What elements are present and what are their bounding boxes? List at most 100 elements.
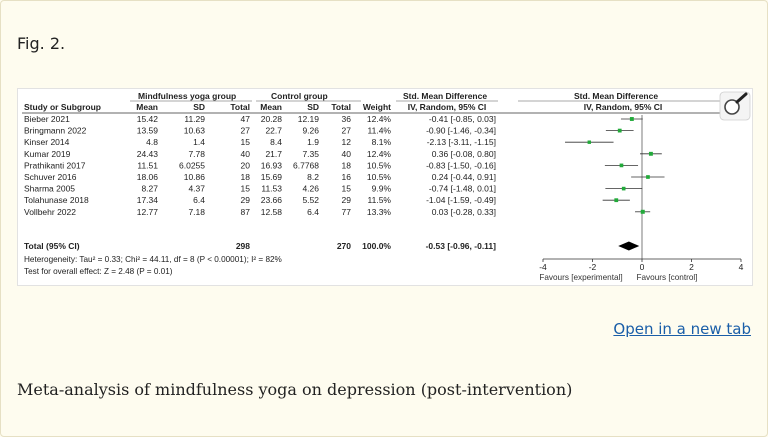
point-estimate: [648, 151, 653, 156]
cell-name: Prathikanti 2017: [24, 160, 86, 170]
cell-sd1: 7.18: [188, 207, 205, 217]
cell-weight: 10.5%: [367, 160, 392, 170]
cell-m1: 13.59: [137, 126, 159, 136]
header-experimental: Mindfulness yoga group: [138, 91, 236, 101]
col-weight: Weight: [363, 102, 391, 112]
cell-n1: 87: [241, 207, 251, 217]
x-tick-label: -4: [539, 262, 547, 272]
cell-ci: -0.41 [-0.85, 0.03]: [429, 114, 496, 124]
cell-n1: 29: [241, 195, 251, 205]
cell-sd1: 1.4: [193, 137, 205, 147]
cell-n1: 47: [241, 114, 251, 124]
cell-m2: 11.53: [261, 184, 282, 194]
cell-weight: 13.3%: [367, 207, 392, 217]
cell-m1: 24.43: [137, 149, 159, 159]
cell-sd2: 8.2: [307, 172, 319, 182]
cell-ci: -0.90 [-1.46, -0.34]: [426, 126, 496, 136]
col-total-exp: Total: [230, 102, 250, 112]
cell-n1: 20: [241, 160, 251, 170]
cell-ci: -0.83 [-1.50, -0.16]: [426, 160, 496, 170]
point-estimate: [621, 186, 626, 191]
col-study: Study or Subgroup: [24, 102, 101, 112]
cell-name: Bringmann 2022: [24, 126, 87, 136]
cell-n1: 40: [241, 149, 251, 159]
cell-m2: 15.69: [261, 172, 283, 182]
cell-m1: 12.77: [137, 207, 159, 217]
x-tick-label: 2: [689, 262, 694, 272]
open-in-new-tab-link[interactable]: Open in a new tab: [613, 320, 751, 338]
cell-n2: 40: [342, 149, 352, 159]
cell-sd2: 6.7768: [293, 160, 319, 170]
cell-m2: 16.93: [261, 160, 283, 170]
pooled-diamond: [618, 241, 640, 251]
header-control: Control group: [271, 91, 328, 101]
cell-m2: 8.4: [270, 137, 282, 147]
cell-name: Kinser 2014: [24, 137, 70, 147]
cell-n1: 18: [241, 172, 251, 182]
cell-sd2: 12.19: [298, 114, 320, 124]
cell-weight: 11.5%: [368, 195, 392, 205]
cell-m1: 18.06: [137, 172, 159, 182]
header-smd-plot: Std. Mean Difference: [574, 91, 658, 101]
x-tick-label: 0: [640, 262, 645, 272]
cell-weight: 12.4%: [367, 149, 392, 159]
total-n-ctl: 270: [337, 241, 351, 251]
overall-effect-text: Test for overall effect: Z = 2.48 (P = 0…: [24, 267, 173, 276]
cell-m1: 17.34: [137, 195, 159, 205]
cell-n1: 15: [241, 137, 251, 147]
col-plot-ci: IV, Random, 95% CI: [584, 102, 663, 112]
cell-m2: 22.7: [265, 126, 282, 136]
cell-name: Tolahunase 2018: [24, 195, 89, 205]
cell-weight: 8.1%: [372, 137, 392, 147]
cell-name: Bieber 2021: [24, 114, 70, 124]
cell-n2: 77: [342, 207, 352, 217]
col-mean-ctl: Mean: [260, 102, 282, 112]
cell-sd2: 9.26: [302, 126, 319, 136]
point-estimate: [619, 163, 624, 168]
magnifier-handle: [735, 92, 748, 104]
x-tick-label: 4: [739, 262, 744, 272]
cell-n2: 12: [342, 137, 352, 147]
total-label: Total (95% CI): [24, 241, 80, 251]
cell-weight: 11.4%: [368, 126, 392, 136]
magnifier-lens: [724, 99, 740, 115]
point-estimate: [587, 140, 591, 144]
point-estimate: [640, 209, 645, 214]
cell-m1: 4.8: [146, 137, 158, 147]
cell-m1: 11.51: [137, 160, 158, 170]
cell-n2: 27: [342, 126, 352, 136]
col-mean-exp: Mean: [136, 102, 158, 112]
total-ci: -0.53 [-0.96, -0.11]: [426, 241, 497, 251]
cell-sd2: 5.52: [302, 195, 319, 205]
forest-plot-image: Mindfulness yoga group Control group Std…: [17, 88, 753, 286]
favours-control: Favours [control]: [637, 273, 698, 282]
cell-ci: -2.13 [-3.11, -1.15]: [427, 137, 496, 147]
heterogeneity-text: Heterogeneity: Tau² = 0.33; Chi² = 44.11…: [24, 255, 282, 264]
cell-sd1: 7.78: [188, 149, 205, 159]
favours-experimental: Favours [experimental]: [539, 273, 622, 282]
point-estimate: [646, 175, 650, 179]
cell-n2: 36: [342, 114, 352, 124]
total-weight: 100.0%: [362, 241, 391, 251]
cell-weight: 12.4%: [367, 114, 392, 124]
cell-sd2: 4.26: [302, 184, 319, 194]
cell-weight: 9.9%: [372, 184, 392, 194]
header-smd: Std. Mean Difference: [403, 91, 487, 101]
magnifier-icon[interactable]: [719, 91, 751, 121]
cell-m1: 15.42: [137, 114, 159, 124]
cell-name: Schuver 2016: [24, 172, 77, 182]
cell-n2: 18: [342, 160, 352, 170]
figure-caption: Meta-analysis of mindfulness yoga on dep…: [17, 380, 573, 399]
col-total-ctl: Total: [331, 102, 351, 112]
cell-ci: 0.36 [-0.08, 0.80]: [432, 149, 496, 159]
cell-n1: 27: [241, 126, 251, 136]
figure-label: Fig. 2.: [17, 34, 66, 53]
cell-ci: -1.04 [-1.59, -0.49]: [426, 195, 496, 205]
cell-sd1: 6.0255: [179, 160, 205, 170]
cell-m2: 20.28: [261, 114, 283, 124]
cell-name: Sharma 2005: [24, 184, 75, 194]
cell-ci: -0.74 [-1.48, 0.01]: [429, 184, 496, 194]
cell-name: Kumar 2019: [24, 149, 71, 159]
cell-sd1: 10.86: [184, 172, 206, 182]
cell-n2: 29: [342, 195, 352, 205]
